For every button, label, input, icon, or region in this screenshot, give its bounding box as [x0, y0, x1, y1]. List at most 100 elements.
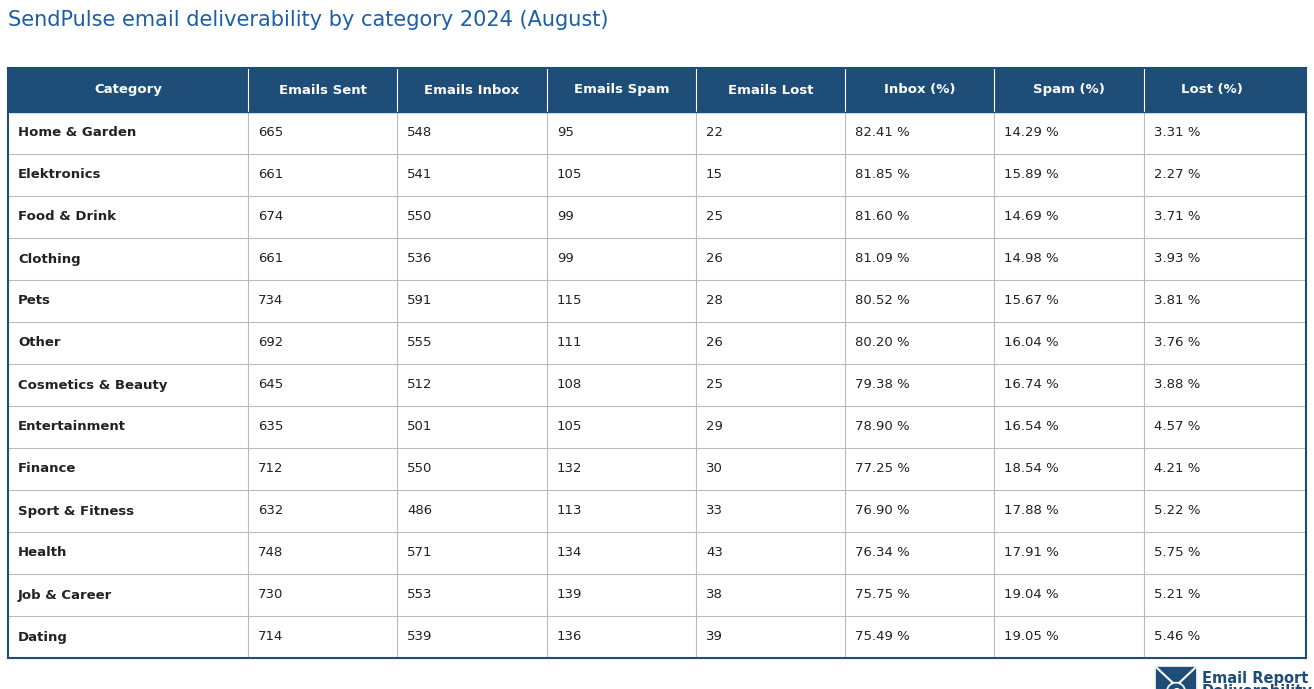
- Text: Entertainment: Entertainment: [18, 420, 126, 433]
- Text: Clothing: Clothing: [18, 252, 80, 265]
- Text: 75.49 %: 75.49 %: [855, 630, 911, 644]
- Text: Pets: Pets: [18, 294, 51, 307]
- Text: 16.74 %: 16.74 %: [1004, 378, 1059, 391]
- Bar: [8, 280, 1306, 322]
- Text: 26: 26: [706, 252, 723, 265]
- Bar: [8, 532, 1306, 574]
- Text: 82.41 %: 82.41 %: [855, 127, 911, 139]
- Text: 5.21 %: 5.21 %: [1154, 588, 1200, 601]
- Text: Sport & Fitness: Sport & Fitness: [18, 504, 134, 517]
- Text: 18.54 %: 18.54 %: [1004, 462, 1059, 475]
- Text: 22: 22: [706, 127, 723, 139]
- Text: 661: 661: [258, 252, 284, 265]
- Text: Email Report: Email Report: [1202, 671, 1309, 686]
- Text: Other: Other: [18, 336, 60, 349]
- Bar: [8, 574, 1306, 616]
- Text: 80.20 %: 80.20 %: [855, 336, 909, 349]
- Text: 632: 632: [258, 504, 284, 517]
- Text: 134: 134: [557, 546, 582, 559]
- Text: 95: 95: [557, 127, 573, 139]
- Bar: [8, 448, 1306, 490]
- Text: 14.69 %: 14.69 %: [1004, 211, 1059, 223]
- Text: 730: 730: [258, 588, 284, 601]
- Text: 3.71 %: 3.71 %: [1154, 211, 1200, 223]
- Text: Food & Drink: Food & Drink: [18, 211, 116, 223]
- Text: 99: 99: [557, 211, 573, 223]
- Text: @: @: [1171, 687, 1181, 689]
- Text: 712: 712: [258, 462, 284, 475]
- Text: 486: 486: [407, 504, 432, 517]
- Text: Spam (%): Spam (%): [1033, 83, 1105, 96]
- Text: 555: 555: [407, 336, 432, 349]
- Text: 571: 571: [407, 546, 432, 559]
- Text: Finance: Finance: [18, 462, 76, 475]
- Text: 3.93 %: 3.93 %: [1154, 252, 1200, 265]
- Bar: [8, 112, 1306, 154]
- Bar: [1155, 666, 1197, 689]
- Bar: [8, 196, 1306, 238]
- Text: 2.27 %: 2.27 %: [1154, 169, 1200, 181]
- Text: 76.34 %: 76.34 %: [855, 546, 911, 559]
- Bar: [8, 154, 1306, 196]
- Text: 99: 99: [557, 252, 573, 265]
- Text: 81.60 %: 81.60 %: [855, 211, 909, 223]
- Text: Emails Lost: Emails Lost: [728, 83, 813, 96]
- Text: 4.21 %: 4.21 %: [1154, 462, 1200, 475]
- Text: Deliverability: Deliverability: [1202, 684, 1313, 689]
- Text: 539: 539: [407, 630, 432, 644]
- Text: 105: 105: [557, 420, 582, 433]
- Text: 38: 38: [706, 588, 723, 601]
- Text: 19.05 %: 19.05 %: [1004, 630, 1059, 644]
- Text: 76.90 %: 76.90 %: [855, 504, 909, 517]
- Bar: [8, 490, 1306, 532]
- Text: 75.75 %: 75.75 %: [855, 588, 911, 601]
- Text: 33: 33: [706, 504, 723, 517]
- Text: 5.46 %: 5.46 %: [1154, 630, 1200, 644]
- Text: 15: 15: [706, 169, 723, 181]
- Text: 3.31 %: 3.31 %: [1154, 127, 1200, 139]
- Text: 661: 661: [258, 169, 284, 181]
- Text: 132: 132: [557, 462, 582, 475]
- Text: 19.04 %: 19.04 %: [1004, 588, 1059, 601]
- Text: 665: 665: [258, 127, 284, 139]
- Text: 550: 550: [407, 211, 432, 223]
- Text: 14.29 %: 14.29 %: [1004, 127, 1059, 139]
- Bar: [1155, 666, 1197, 689]
- Text: 113: 113: [557, 504, 582, 517]
- Text: Lost (%): Lost (%): [1181, 83, 1243, 96]
- Bar: [8, 238, 1306, 280]
- Text: 29: 29: [706, 420, 723, 433]
- Bar: [8, 322, 1306, 364]
- Text: 645: 645: [258, 378, 284, 391]
- Text: Emails Sent: Emails Sent: [279, 83, 367, 96]
- Text: 692: 692: [258, 336, 284, 349]
- Text: 591: 591: [407, 294, 432, 307]
- Text: 111: 111: [557, 336, 582, 349]
- Text: Dating: Dating: [18, 630, 68, 644]
- Text: 26: 26: [706, 336, 723, 349]
- Text: 3.81 %: 3.81 %: [1154, 294, 1200, 307]
- Text: SendPulse email deliverability by category 2024 (August): SendPulse email deliverability by catego…: [8, 10, 608, 30]
- Text: 108: 108: [557, 378, 582, 391]
- Text: 548: 548: [407, 127, 432, 139]
- Text: 81.09 %: 81.09 %: [855, 252, 909, 265]
- Text: 541: 541: [407, 169, 432, 181]
- Text: 674: 674: [258, 211, 284, 223]
- Text: 512: 512: [407, 378, 432, 391]
- Bar: [8, 364, 1306, 406]
- Circle shape: [1167, 683, 1185, 689]
- Bar: [8, 406, 1306, 448]
- Text: 25: 25: [706, 378, 723, 391]
- Text: 81.85 %: 81.85 %: [855, 169, 911, 181]
- Text: 77.25 %: 77.25 %: [855, 462, 911, 475]
- Text: Category: Category: [95, 83, 162, 96]
- Text: Emails Inbox: Emails Inbox: [424, 83, 519, 96]
- Text: 115: 115: [557, 294, 582, 307]
- Text: 16.04 %: 16.04 %: [1004, 336, 1059, 349]
- Text: 43: 43: [706, 546, 723, 559]
- Text: 80.52 %: 80.52 %: [855, 294, 911, 307]
- Text: 4.57 %: 4.57 %: [1154, 420, 1200, 433]
- Text: 17.88 %: 17.88 %: [1004, 504, 1059, 517]
- Bar: [8, 616, 1306, 658]
- Text: 553: 553: [407, 588, 432, 601]
